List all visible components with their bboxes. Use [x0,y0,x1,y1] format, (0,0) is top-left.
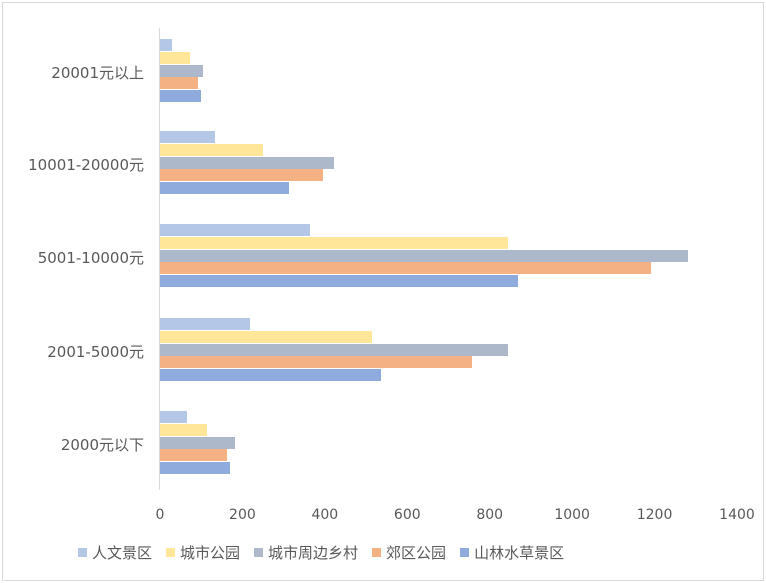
bar [160,39,173,51]
bar [160,224,311,236]
tick-label: 1400 [719,507,755,523]
bar [160,275,519,288]
category-label: 10001-20000元 [28,156,144,174]
bar [160,449,228,462]
bar [160,330,373,343]
legend-swatch-icon [166,548,176,557]
legend-label: 城市周边乡村 [268,544,359,562]
bar [160,369,381,382]
legend-item: 山林水草景区 [460,542,564,563]
bar [160,436,235,449]
legend-swatch-icon [78,548,87,557]
bar [160,169,324,182]
legend-item: 城市公园 [166,542,240,563]
legend-swatch-icon [460,548,470,557]
tick-label: 800 [476,507,504,523]
legend-swatch-icon [372,548,382,557]
bar [160,318,250,330]
bar [160,236,509,249]
bar [160,156,334,169]
tick-label: 200 [229,507,256,523]
bar [160,423,207,436]
bar [160,343,509,356]
tick-label: 1000 [554,507,590,523]
bar [160,143,264,156]
bar [160,462,231,475]
category-label: 20001元以上 [51,64,144,82]
legend-label: 山林水草景区 [474,544,565,562]
legend-item: 人文景区 [78,542,152,563]
bar [160,64,204,77]
bar [160,356,472,369]
bar [160,262,652,275]
legend-label: 人文景区 [92,544,153,562]
bar [160,51,190,64]
legend-label: 郊区公园 [386,544,447,562]
category-label: 2001-5000元 [47,343,144,361]
bar [160,131,215,143]
tick-label: 0 [155,507,165,523]
tick-label: 400 [311,507,339,523]
bar [160,249,689,262]
category-label: 5001-10000元 [37,249,144,267]
legend-item: 城市周边乡村 [254,542,358,563]
bar [160,411,188,423]
tick-label: 1200 [636,507,673,523]
legend: 人文景区 城市公园 城市周边乡村 郊区公园 山林水草景区 [78,542,564,563]
bar [160,182,289,195]
legend-label: 城市公园 [180,544,241,562]
bar [160,77,198,90]
bar [160,90,202,103]
tick-label: 600 [393,507,421,523]
category-axis-line [159,28,160,490]
legend-swatch-icon [254,548,264,557]
legend-item: 郊区公园 [372,542,446,563]
category-label: 2000元以下 [60,436,144,454]
